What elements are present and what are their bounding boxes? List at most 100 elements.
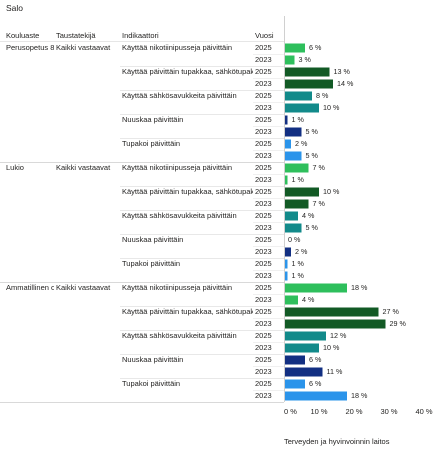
- data-label: 14 %: [337, 79, 354, 88]
- data-label: 8 %: [316, 91, 329, 100]
- year-label: 2025: [255, 163, 272, 172]
- year-label: 2025: [255, 187, 272, 196]
- year-label: 2025: [255, 211, 272, 220]
- indicator-label: Käyttää sähkösavukkeita päivittäin: [122, 211, 237, 220]
- kouluaste-label: Perusopetus 8: [6, 43, 54, 52]
- year-label: 2023: [255, 247, 272, 256]
- indicator-label: Käyttää sähkösavukkeita päivittäin: [122, 331, 237, 340]
- bar: [284, 103, 319, 113]
- indicator-label: Nuuskaa päivittäin: [122, 235, 183, 244]
- year-label: 2023: [255, 199, 272, 208]
- data-label: 4 %: [302, 295, 315, 304]
- data-label: 1 %: [292, 259, 305, 268]
- data-label: 6 %: [309, 355, 322, 364]
- x-tick-label: 30 %: [380, 407, 397, 416]
- data-label: 10 %: [323, 187, 340, 196]
- data-label: 1 %: [292, 271, 305, 280]
- year-label: 2025: [255, 91, 272, 100]
- header-vuosi[interactable]: Vuosi: [255, 31, 274, 40]
- data-label: 1 %: [292, 175, 305, 184]
- year-label: 2023: [255, 103, 272, 112]
- data-label: 5 %: [306, 127, 319, 136]
- bar: [284, 115, 288, 125]
- year-label: 2025: [255, 139, 272, 148]
- bar: [284, 67, 330, 77]
- bar: [284, 331, 326, 341]
- data-label: 3 %: [299, 55, 312, 64]
- year-label: 2023: [255, 391, 272, 400]
- bar: [284, 259, 288, 269]
- bar: [284, 151, 302, 161]
- page-title: Salo: [6, 3, 24, 13]
- data-label: 1 %: [292, 115, 305, 124]
- data-label: 27 %: [383, 307, 400, 316]
- bar: [284, 391, 347, 401]
- year-label: 2025: [255, 259, 272, 268]
- header-kouluaste[interactable]: Kouluaste: [6, 31, 40, 40]
- bar: [284, 379, 305, 389]
- bar: [284, 211, 298, 221]
- bar: [284, 343, 319, 353]
- year-label: 2023: [255, 367, 272, 376]
- bar: [284, 271, 288, 281]
- indicator-label: Nuuskaa päivittäin: [122, 355, 183, 364]
- indicator-label: Käyttää päivittäin tupakkaa, sähkötupak: [122, 67, 254, 76]
- x-tick-label: 20 %: [345, 407, 362, 416]
- year-label: 2025: [255, 43, 272, 52]
- indicator-label: Käyttää sähkösavukkeita päivittäin: [122, 91, 237, 100]
- bar: [284, 223, 302, 233]
- year-label: 2023: [255, 175, 272, 184]
- data-label: 29 %: [390, 319, 407, 328]
- year-label: 2023: [255, 343, 272, 352]
- year-label: 2023: [255, 55, 272, 64]
- indicator-label: Tupakoi päivittäin: [122, 259, 180, 268]
- x-tick-label: 40 %: [415, 407, 432, 416]
- data-label: 2 %: [295, 139, 308, 148]
- source-label: Terveyden ja hyvinvoinnin laitos: [284, 437, 390, 446]
- header-indikaattori[interactable]: Indikaattori: [122, 31, 159, 40]
- bar: [284, 139, 291, 149]
- data-label: 5 %: [306, 151, 319, 160]
- bar: [284, 187, 319, 197]
- data-label: 0 %: [288, 235, 301, 244]
- indicator-label: Käyttää nikotiinipusseja päivittäin: [122, 283, 232, 292]
- data-label: 13 %: [334, 67, 351, 76]
- data-label: 10 %: [323, 103, 340, 112]
- indicator-label: Nuuskaa päivittäin: [122, 115, 183, 124]
- year-label: 2023: [255, 223, 272, 232]
- x-tick-label: 0 %: [284, 407, 297, 416]
- bar: [284, 199, 309, 209]
- data-label: 2 %: [295, 247, 308, 256]
- bar: [284, 55, 295, 65]
- year-label: 2023: [255, 127, 272, 136]
- year-label: 2025: [255, 331, 272, 340]
- year-label: 2025: [255, 283, 272, 292]
- data-label: 18 %: [351, 283, 368, 292]
- taustatekija-label: Kaikki vastaavat: [56, 283, 111, 292]
- bar: [284, 175, 288, 185]
- taustatekija-label: Kaikki vastaavat: [56, 43, 111, 52]
- indicator-label: Käyttää päivittäin tupakkaa, sähkötupak: [122, 307, 254, 316]
- bar: [284, 367, 323, 377]
- bar: [284, 43, 305, 53]
- indicator-label: Tupakoi päivittäin: [122, 139, 180, 148]
- year-label: 2023: [255, 151, 272, 160]
- bar: [284, 127, 302, 137]
- data-label: 18 %: [351, 391, 368, 400]
- year-label: 2025: [255, 67, 272, 76]
- year-label: 2023: [255, 79, 272, 88]
- year-label: 2023: [255, 295, 272, 304]
- year-label: 2025: [255, 379, 272, 388]
- data-label: 6 %: [309, 43, 322, 52]
- bar: [284, 319, 386, 329]
- indicator-label: Tupakoi päivittäin: [122, 379, 180, 388]
- year-label: 2025: [255, 355, 272, 364]
- header-taustatekija[interactable]: Taustatekijä: [56, 31, 96, 40]
- bar: [284, 247, 291, 257]
- year-label: 2025: [255, 235, 272, 244]
- data-label: 5 %: [306, 223, 319, 232]
- year-label: 2023: [255, 319, 272, 328]
- year-label: 2025: [255, 115, 272, 124]
- bar: [284, 307, 379, 317]
- data-label: 7 %: [313, 163, 326, 172]
